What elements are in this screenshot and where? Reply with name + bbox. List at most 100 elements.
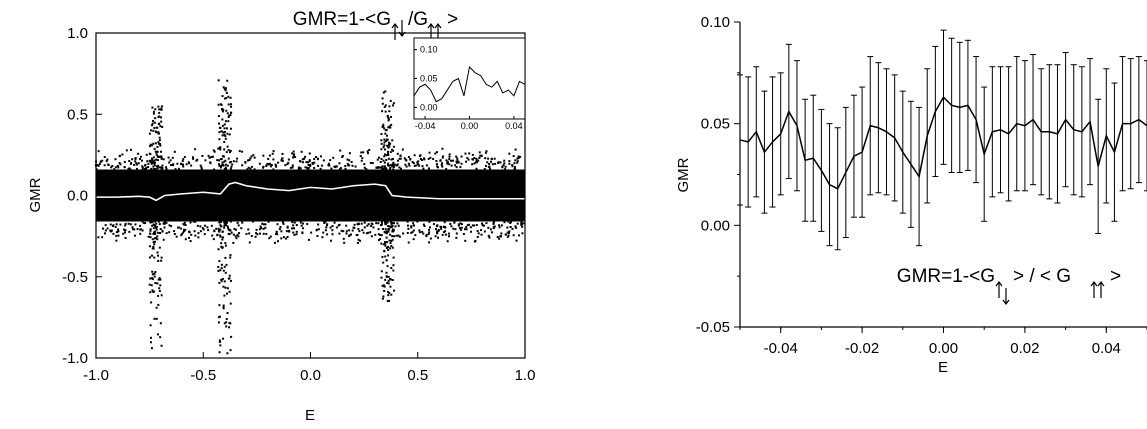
inset-ticks: -0.04 0.00 0.04 0.00 0.05 0.10 bbox=[414, 45, 523, 131]
spike-point bbox=[229, 220, 232, 223]
scatter-point bbox=[241, 164, 244, 167]
scatter-point bbox=[498, 226, 501, 229]
scatter-point bbox=[135, 163, 138, 166]
scatter-point bbox=[422, 223, 425, 226]
scatter-point bbox=[301, 161, 304, 164]
scatter-point bbox=[456, 161, 459, 164]
scatter-point bbox=[509, 226, 512, 229]
spike-point bbox=[157, 141, 160, 144]
scatter-point bbox=[287, 158, 290, 161]
scatter-point bbox=[286, 163, 289, 166]
spike-point bbox=[390, 115, 393, 118]
scatter-point bbox=[99, 160, 102, 163]
spike-point bbox=[381, 110, 384, 113]
spike-point bbox=[225, 292, 228, 295]
scatter-point bbox=[418, 229, 421, 232]
scatter-point bbox=[291, 221, 294, 224]
spike-point bbox=[159, 143, 162, 146]
spike-point bbox=[229, 127, 232, 130]
scatter-point bbox=[401, 148, 404, 151]
spike-point bbox=[389, 278, 392, 281]
scatter-point bbox=[446, 240, 449, 243]
scatter-point bbox=[192, 220, 195, 223]
spike-point bbox=[229, 302, 232, 305]
spike-point bbox=[387, 126, 390, 129]
spike-point bbox=[384, 241, 387, 244]
scatter-point bbox=[366, 150, 369, 153]
spike-point bbox=[384, 132, 387, 135]
scatter-point bbox=[200, 166, 203, 169]
spike-point bbox=[227, 157, 230, 160]
spike-point bbox=[149, 220, 152, 223]
scatter-point bbox=[267, 157, 270, 160]
spike-point bbox=[156, 282, 159, 285]
scatter-point bbox=[507, 234, 510, 237]
scatter-point bbox=[260, 227, 263, 230]
spike-point bbox=[380, 132, 383, 135]
spike-point bbox=[380, 270, 383, 273]
scatter-point bbox=[98, 162, 101, 165]
scatter-point bbox=[299, 160, 302, 163]
spike-point bbox=[152, 119, 155, 122]
scatter-point bbox=[292, 156, 295, 159]
spike-point bbox=[383, 105, 386, 108]
spike-point bbox=[223, 97, 226, 100]
spike-point bbox=[218, 260, 221, 263]
scatter-point bbox=[124, 224, 127, 227]
right-x-tick-label: 0.02 bbox=[1010, 340, 1039, 357]
scatter-point bbox=[262, 227, 265, 230]
scatter-point bbox=[459, 222, 462, 225]
left-x-tick-label: -1.0 bbox=[83, 367, 109, 384]
scatter-point bbox=[182, 231, 185, 234]
scatter-point bbox=[246, 168, 249, 171]
scatter-point bbox=[157, 164, 160, 167]
spike-point bbox=[223, 133, 226, 136]
spike-point bbox=[220, 278, 223, 281]
scatter-point bbox=[117, 234, 120, 237]
scatter-point bbox=[255, 232, 258, 235]
spike-point bbox=[228, 277, 231, 280]
scatter-point bbox=[486, 161, 489, 164]
scatter-point bbox=[492, 222, 495, 225]
left-x-axis-label: E bbox=[305, 407, 315, 424]
scatter-point bbox=[141, 165, 144, 168]
scatter-point bbox=[293, 221, 296, 224]
scatter-point bbox=[357, 238, 360, 241]
scatter-point bbox=[359, 155, 362, 158]
scatter-point bbox=[395, 164, 398, 167]
right-formula-prefix: GMR=1-<G bbox=[897, 266, 995, 287]
scatter-point bbox=[163, 226, 166, 229]
scatter-point bbox=[128, 230, 131, 233]
scatter-point bbox=[236, 233, 239, 236]
inset-y-tick-label: 0.05 bbox=[420, 74, 438, 84]
average-curve-group bbox=[96, 181, 525, 202]
spike-point bbox=[383, 161, 386, 164]
spike-point bbox=[152, 110, 155, 113]
scatter-point bbox=[352, 226, 355, 229]
spike-point bbox=[222, 86, 225, 89]
scatter-point bbox=[492, 221, 495, 224]
spike-point bbox=[221, 134, 224, 137]
scatter-point bbox=[346, 158, 349, 161]
scatter-point bbox=[366, 152, 369, 155]
scatter-point bbox=[250, 155, 253, 158]
scatter-point bbox=[344, 165, 347, 168]
spike-point bbox=[148, 132, 151, 135]
inset-line bbox=[413, 65, 526, 103]
spike-point bbox=[225, 263, 228, 266]
spike-point bbox=[219, 148, 222, 151]
scatter-point bbox=[459, 228, 462, 231]
spike-point bbox=[387, 275, 390, 278]
right-formula-middle: > / < G bbox=[1013, 266, 1071, 287]
scatter-point bbox=[237, 224, 240, 227]
scatter-point bbox=[324, 229, 327, 232]
scatter-point bbox=[176, 162, 179, 165]
inset-x-tick-label: -0.04 bbox=[415, 121, 436, 131]
scatter-point bbox=[131, 226, 134, 229]
scatter-point bbox=[133, 234, 136, 237]
spike-point bbox=[150, 167, 153, 170]
scatter-point bbox=[230, 165, 233, 168]
scatter-point bbox=[269, 235, 272, 238]
spike-point bbox=[384, 244, 387, 247]
spike-point bbox=[157, 142, 160, 145]
